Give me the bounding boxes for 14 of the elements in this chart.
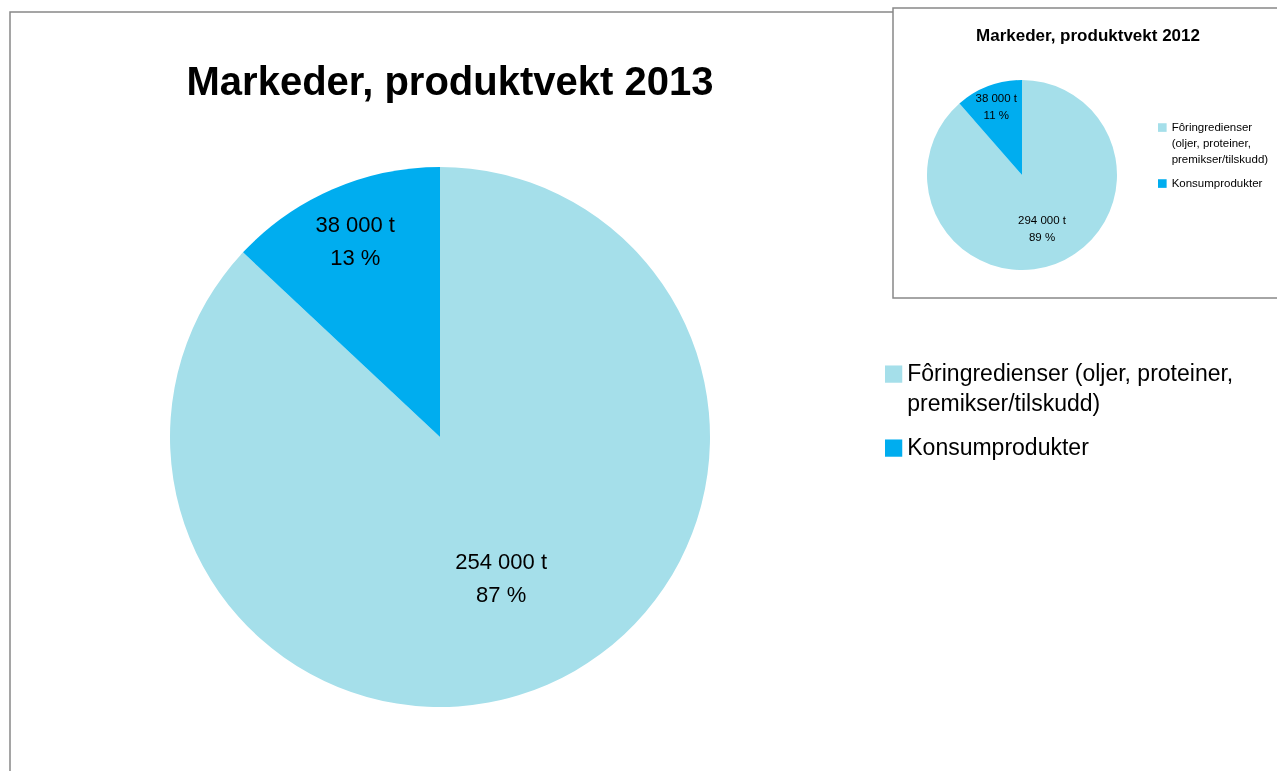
- legend-label: Fôringredienser (oljer, proteiner, premikser/tilskudd): [1171, 121, 1269, 165]
- chart-title: Markeder, produktvekt 2012: [976, 26, 1200, 45]
- data-label: 254 000 t 87 %: [455, 549, 548, 608]
- pie-slice: [959, 80, 1022, 175]
- data-label: 38 000 t 13 %: [315, 212, 395, 271]
- data-label: 294 000 t 89 %: [1018, 213, 1067, 243]
- pie-slice: [170, 167, 710, 707]
- data-label: 38 000 t 11 %: [975, 91, 1018, 122]
- chart-title: Markeder, produktvekt 2013: [186, 59, 714, 103]
- legend-label: Konsumprodukter: [1171, 177, 1263, 189]
- pie-slice: [243, 167, 440, 437]
- pie-slice: [927, 80, 1117, 270]
- legend-label: Fôringredienser (oljer, proteiner, premikser/tilskudd): [907, 360, 1234, 416]
- legend-label: Konsumprodukter: [907, 434, 1090, 460]
